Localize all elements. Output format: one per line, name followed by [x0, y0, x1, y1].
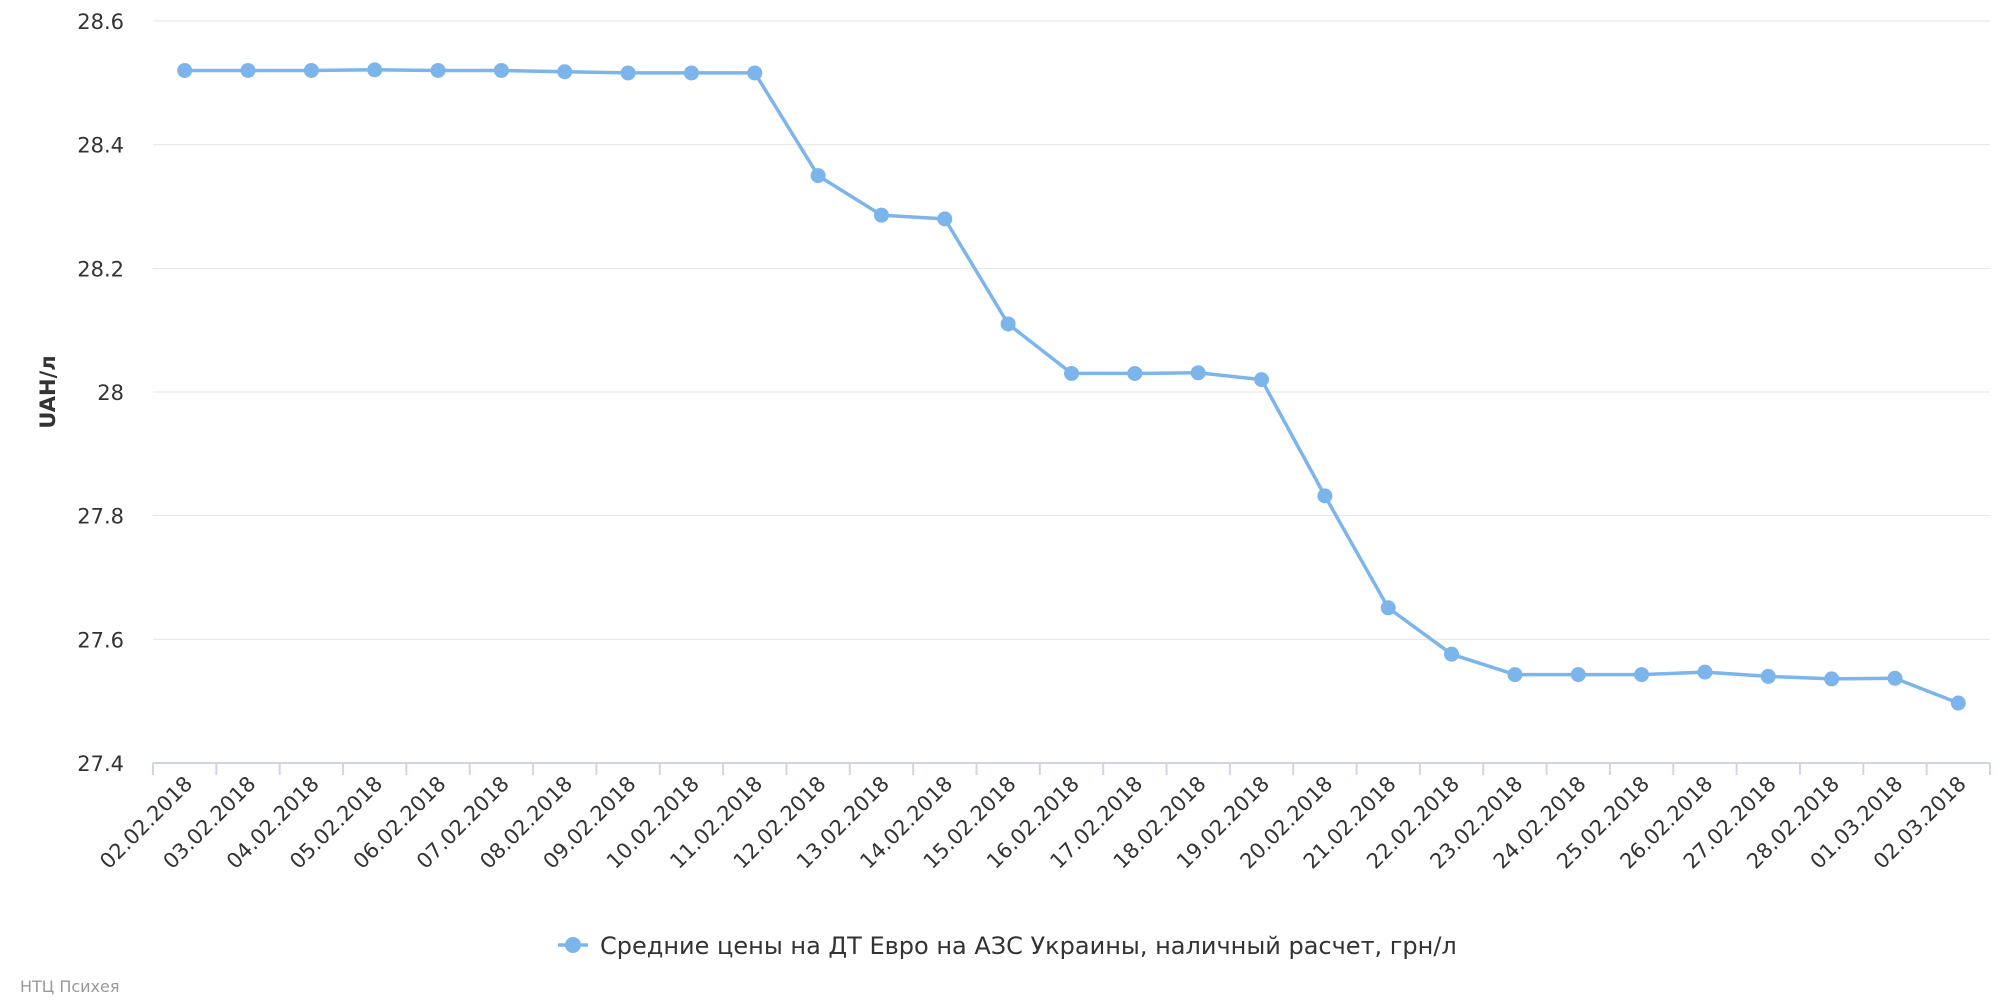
y-tick-label: 28.2 — [77, 257, 124, 281]
legend-label[interactable]: Средние цены на ДТ Евро на АЗС Украины, … — [600, 932, 1457, 960]
series-group — [177, 62, 1966, 711]
data-point — [493, 62, 509, 78]
data-point — [1760, 668, 1776, 684]
credits-text[interactable]: НТЦ Психея — [20, 977, 119, 996]
data-point — [873, 207, 889, 223]
data-point — [1507, 667, 1523, 683]
data-point — [747, 65, 763, 81]
data-point — [937, 211, 953, 227]
data-point — [1127, 365, 1143, 381]
data-point — [1444, 646, 1460, 662]
data-point — [620, 65, 636, 81]
data-point — [240, 62, 256, 78]
x-axis: 02.02.201803.02.201804.02.201805.02.2018… — [95, 762, 1991, 874]
gridlines — [153, 20, 1990, 640]
y-tick-label: 27.4 — [77, 752, 124, 776]
data-point — [1634, 667, 1650, 683]
y-axis: UAH/л 27.4 27.6 27.8 28 28.2 28.4 28.6 — [36, 10, 124, 776]
data-point — [430, 62, 446, 78]
data-point — [1887, 670, 1903, 686]
data-point — [1317, 488, 1333, 504]
data-point — [1064, 365, 1079, 381]
legend[interactable]: Средние цены на ДТ Евро на АЗС Украины, … — [558, 932, 1457, 960]
y-tick-label: 28 — [97, 381, 124, 405]
data-point — [1190, 365, 1206, 381]
series-line — [182, 68, 1961, 705]
y-tick-label: 27.6 — [77, 628, 124, 652]
data-point — [1570, 667, 1586, 683]
data-point — [177, 62, 193, 78]
data-point — [1000, 316, 1016, 332]
data-point — [303, 62, 319, 78]
y-axis-title: UAH/л — [36, 355, 60, 428]
data-point — [367, 62, 383, 78]
data-point — [1697, 664, 1713, 680]
legend-marker-symbol — [565, 937, 581, 953]
data-point — [683, 65, 699, 81]
y-tick-label: 28.4 — [77, 134, 124, 158]
data-point — [1380, 600, 1396, 616]
data-point — [810, 168, 826, 184]
data-point — [1254, 372, 1270, 388]
y-tick-label: 27.8 — [77, 505, 124, 529]
data-point — [1824, 671, 1840, 687]
y-tick-label: 28.6 — [77, 10, 124, 34]
data-point — [1950, 695, 1966, 711]
data-point — [557, 64, 573, 80]
